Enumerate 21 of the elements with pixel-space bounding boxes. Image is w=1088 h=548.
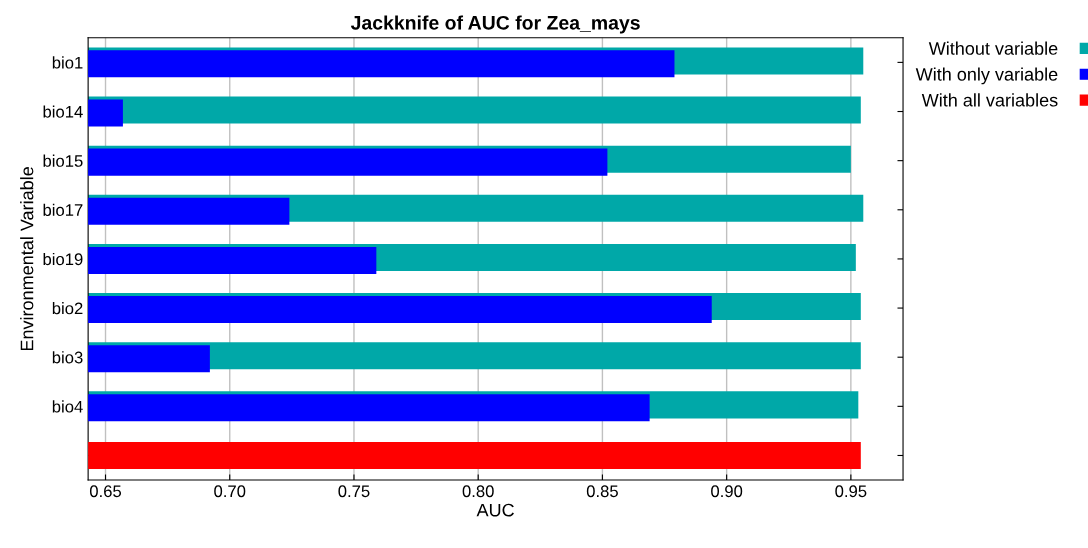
y-tick-label: bio2	[52, 302, 83, 315]
y-tick-label: bio15	[43, 154, 83, 167]
legend-label: With all variables	[921, 93, 1058, 107]
x-axis-title: AUC	[476, 503, 514, 517]
x-tick-label: 0.65	[89, 485, 122, 498]
y-tick-label: bio4	[52, 400, 83, 413]
y-tick-label: bio17	[43, 203, 83, 216]
x-tick-label: 0.70	[214, 485, 246, 498]
x-tick-label: 0.75	[338, 485, 370, 498]
y-tick-label: bio1	[52, 56, 83, 69]
y-axis-title: Environmental Variable	[20, 167, 34, 351]
x-tick-label: 0.80	[462, 485, 494, 498]
legend-label: Without variable	[928, 41, 1058, 55]
x-tick-label: 0.90	[711, 485, 743, 498]
chart-title: Jackknife of AUC for Zea_mays	[350, 15, 640, 34]
y-tick-label: bio19	[43, 252, 83, 266]
x-tick-label: 0.85	[586, 485, 618, 498]
x-tick-label: 0.95	[835, 485, 867, 498]
legend-label: With only variable	[915, 67, 1058, 85]
y-tick-label: bio3	[52, 351, 83, 364]
y-tick-label: bio14	[43, 105, 83, 118]
